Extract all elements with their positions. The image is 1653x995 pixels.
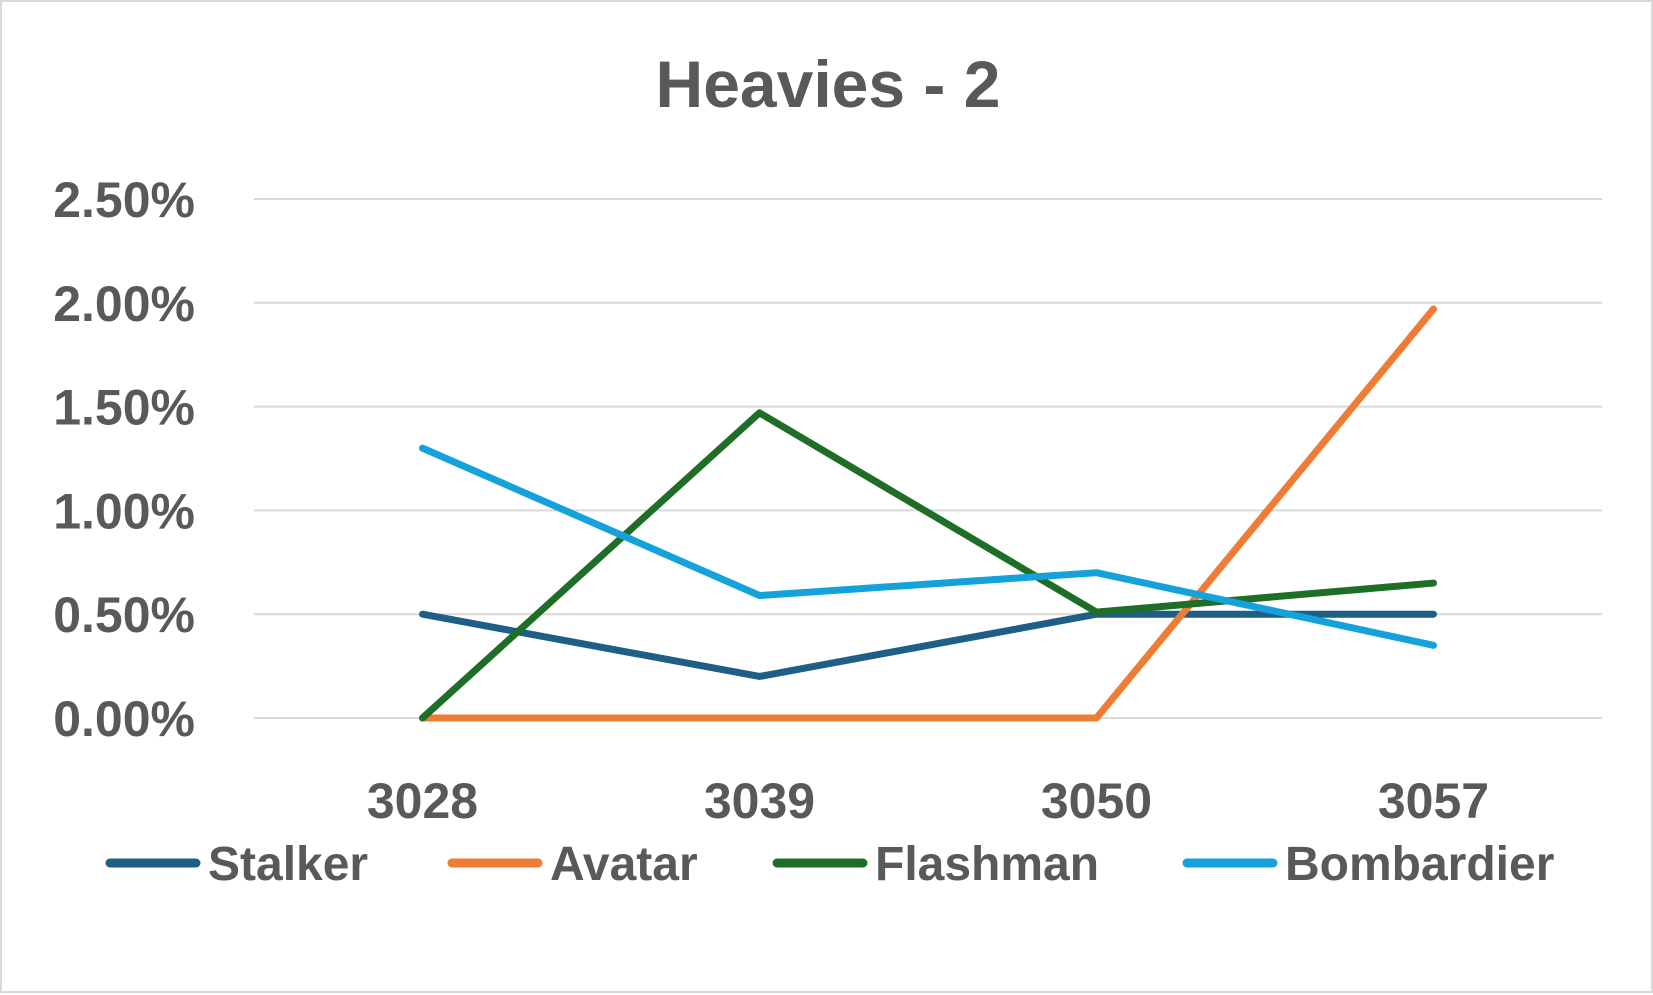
series-line-bombardier	[419, 444, 1437, 649]
legend-label: Flashman	[875, 838, 1099, 891]
x-tick-label: 3057	[1378, 773, 1489, 829]
legend-label: Avatar	[550, 838, 698, 891]
series-lines	[419, 305, 1437, 722]
series-line-stalker	[419, 610, 1437, 680]
y-tick-label: 2.00%	[53, 276, 195, 332]
x-tick-label: 3039	[704, 773, 815, 829]
y-tick-label: 0.00%	[53, 691, 195, 747]
legend-label: Stalker	[208, 838, 368, 891]
y-tick-label: 1.00%	[53, 483, 195, 539]
x-tick-label: 3050	[1041, 773, 1152, 829]
y-tick-label: 1.50%	[53, 380, 195, 436]
y-tick-label: 0.50%	[53, 587, 195, 643]
legend-label: Bombardier	[1285, 838, 1554, 891]
y-tick-label: 2.50%	[53, 172, 195, 228]
chart-title: Heavies - 2	[656, 47, 1001, 121]
x-tick-label: 3028	[367, 773, 478, 829]
x-axis-tick-labels: 3028 3039 3050 3057	[367, 773, 1489, 829]
series-line-flashman	[419, 409, 1437, 722]
y-axis-tick-labels: 0.00% 0.50% 1.00% 1.50% 2.00% 2.50%	[53, 172, 195, 747]
series-line-avatar	[419, 305, 1437, 722]
legend: Stalker Avatar Flashman Bombardier	[105, 838, 1554, 891]
